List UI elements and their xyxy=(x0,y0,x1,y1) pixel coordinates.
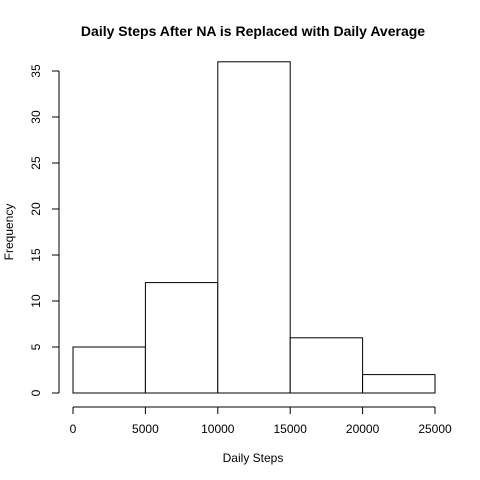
y-axis: 0 5 10 15 20 25 30 35 xyxy=(29,64,60,396)
histogram-bar-1 xyxy=(144,282,219,394)
x-tick-label-0: 0 xyxy=(70,422,77,436)
histogram-bar-2 xyxy=(217,61,291,394)
bars-group xyxy=(72,61,436,394)
y-tick-label-2: 10 xyxy=(29,294,43,308)
x-tick-label-4: 20000 xyxy=(346,422,380,436)
histogram-bar-0 xyxy=(72,346,146,394)
y-tick-label-0: 0 xyxy=(29,389,43,396)
x-axis-label: Daily Steps xyxy=(223,451,284,465)
x-tick-label-2: 10000 xyxy=(201,422,235,436)
chart-title: Daily Steps After NA is Replaced with Da… xyxy=(81,23,425,39)
x-tick-label-3: 15000 xyxy=(274,422,308,436)
x-axis: 0 5000 10000 15000 20000 25000 xyxy=(70,406,452,436)
y-tick-label-5: 25 xyxy=(29,156,43,170)
y-axis-label: Frequency xyxy=(2,204,16,261)
y-tick-label-7: 35 xyxy=(29,64,43,78)
y-tick-label-1: 5 xyxy=(29,343,43,350)
histogram-bar-3 xyxy=(289,337,364,394)
y-tick-label-4: 20 xyxy=(29,202,43,216)
y-tick-label-3: 15 xyxy=(29,248,43,262)
histogram-bar-4 xyxy=(362,374,436,394)
x-tick-label-1: 5000 xyxy=(132,422,159,436)
y-tick-label-6: 30 xyxy=(29,110,43,124)
x-tick-label-5: 25000 xyxy=(418,422,452,436)
